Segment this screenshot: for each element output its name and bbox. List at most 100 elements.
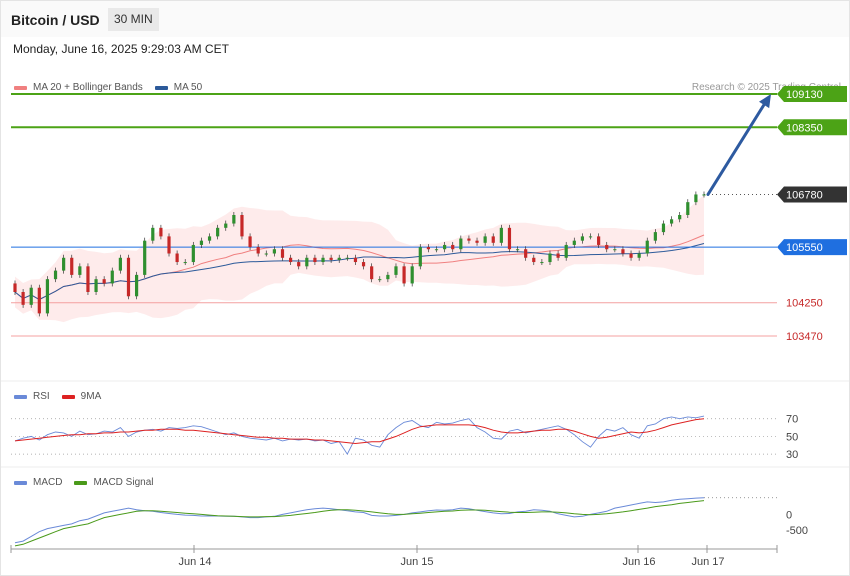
candle-body (629, 253, 633, 258)
legend-swatch (14, 85, 27, 90)
candle-body (272, 249, 276, 254)
timestamp: Monday, June 16, 2025 9:29:03 AM CET (13, 42, 229, 56)
candle-body (264, 253, 268, 255)
legend-item-ma20: MA 20 + Bollinger Bands (14, 82, 143, 93)
legend-swatch (74, 480, 88, 485)
candle-body (678, 215, 682, 220)
legend-swatch (14, 394, 27, 399)
level-tag (777, 119, 847, 136)
candle-body (297, 262, 301, 267)
candle-body (240, 215, 244, 237)
x-axis-label: Jun 14 (178, 556, 211, 568)
candle-body (53, 270, 58, 280)
candle-body (345, 257, 349, 259)
macd-tick-label: 0 (786, 509, 792, 521)
candle-body (580, 236, 585, 241)
candle-body (491, 236, 495, 243)
legend-label: 9MA (80, 391, 102, 402)
instrument-title: Bitcoin / USD (11, 12, 100, 28)
candle-body (70, 257, 74, 275)
candle-body (572, 240, 576, 245)
legend-label: RSI (33, 391, 50, 402)
legend-swatch (61, 394, 75, 399)
candle-body (661, 223, 666, 233)
candle-body (402, 266, 406, 284)
bollinger-band (15, 195, 704, 323)
candle-body (313, 257, 317, 263)
candle-body (248, 236, 252, 248)
legend-item-9ma: 9MA (61, 391, 102, 402)
candle-body (621, 249, 625, 254)
legend-item-ma50: MA 50 (154, 82, 203, 93)
rsi-tick-label: 50 (786, 431, 798, 443)
interval-button[interactable]: 30 MIN (108, 8, 159, 31)
candle-body (556, 253, 560, 258)
candle-body (588, 236, 593, 238)
x-axis-label: Jun 15 (400, 556, 433, 568)
candle-body (45, 279, 50, 314)
candle-body (183, 262, 187, 264)
level-tag (777, 239, 847, 256)
legend-item-macd-signal: MACD Signal (74, 477, 153, 488)
price-panel: 109130 108350 106780 105550 104250 103470 (11, 85, 847, 343)
macd-legend: MACD MACD Signal (14, 477, 165, 488)
candle-body (597, 236, 601, 245)
level-tag (777, 186, 847, 203)
candle-body (507, 227, 512, 250)
candle-body (386, 274, 390, 280)
candle-body (110, 270, 114, 284)
level-label: 106780 (786, 189, 823, 201)
candle-body (394, 266, 398, 275)
legend-label: MACD (33, 477, 63, 488)
level-label: 109130 (786, 89, 823, 101)
candle-body (370, 266, 374, 280)
candle-body (13, 283, 17, 292)
candle-body (459, 238, 463, 250)
level-label: 105550 (786, 242, 823, 254)
rsi-9ma-line (14, 418, 705, 445)
candle-body (669, 219, 674, 224)
candle-body (418, 247, 422, 267)
x-axis: Jun 14 Jun 15 Jun 16 Jun 17 (10, 545, 778, 568)
candle-body (78, 266, 82, 275)
candle-body (289, 257, 293, 263)
candle-body (361, 262, 366, 267)
macd-tick-label: -500 (786, 525, 808, 537)
candle-body (94, 279, 98, 292)
candle-body (434, 249, 439, 251)
copyright: Research © 2025 Trading Central (691, 82, 841, 93)
candle-body (134, 274, 139, 297)
candle-body (86, 266, 90, 292)
candle-body (426, 247, 430, 250)
candle-body (280, 249, 285, 258)
legend-item-rsi: RSI (14, 391, 50, 402)
candle-body (637, 253, 641, 258)
candle-body (499, 227, 503, 243)
candle-body (143, 240, 147, 275)
candle-body (191, 244, 195, 263)
rsi-tick-label: 30 (786, 449, 798, 461)
macd-signal-line (14, 500, 705, 547)
candle-body (475, 240, 479, 243)
candle-body (232, 215, 236, 224)
candle-body (21, 292, 25, 305)
candle-body (645, 240, 649, 254)
candle-body (305, 257, 309, 267)
legend-label: MA 50 (173, 82, 203, 93)
target-arrow (706, 98, 769, 196)
legend-item-macd: MACD (14, 477, 62, 488)
candle-body (467, 238, 471, 241)
price-legend: MA 20 + Bollinger Bands MA 50 (14, 82, 214, 93)
candle-body (256, 247, 260, 254)
level-label: 108350 (786, 122, 823, 134)
candle-body (564, 244, 568, 258)
level-label: 103470 (786, 331, 823, 343)
candle-body (175, 253, 179, 263)
candle-body (167, 236, 171, 254)
candle-body (37, 287, 41, 314)
candle-body (540, 262, 544, 264)
legend-swatch (14, 480, 27, 485)
candle-body (62, 257, 66, 271)
